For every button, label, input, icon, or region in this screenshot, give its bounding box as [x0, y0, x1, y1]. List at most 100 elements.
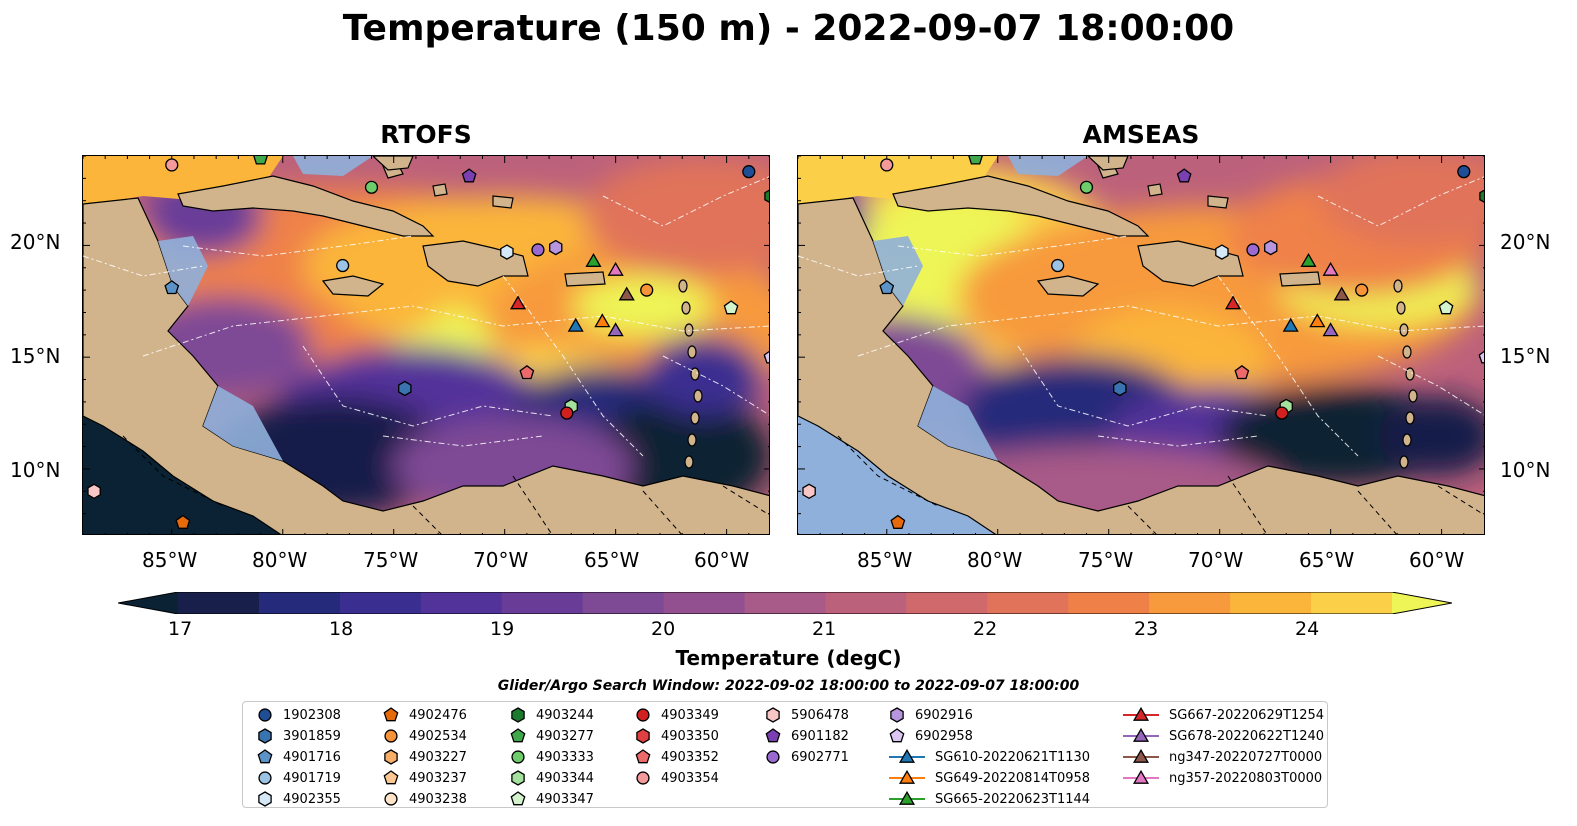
legend-marker-3901859 — [258, 728, 272, 744]
marker-6902771 — [1246, 243, 1260, 257]
legend-marker-4902355 — [258, 791, 272, 807]
colorbar-extend-high — [1392, 592, 1452, 614]
marker-4901716 — [879, 280, 895, 295]
lon-label-65w: 65°W — [1299, 548, 1355, 572]
marker-sg667-20220629t1254 — [509, 295, 527, 310]
observation-markers — [87, 156, 769, 529]
marker-4903277 — [253, 156, 268, 165]
marker-4901719 — [336, 258, 350, 273]
legend-marker-4901719 — [258, 771, 272, 785]
colorbar-segment — [178, 592, 260, 614]
legend-item: 6902958 — [889, 727, 973, 745]
legend-item: 4902355 — [257, 790, 341, 808]
legend-marker-4903349 — [636, 708, 650, 722]
marker-4903347 — [1438, 300, 1454, 315]
marker-sg665-20220623t1144 — [585, 253, 602, 267]
legend-label: 4903352 — [661, 749, 719, 765]
legend-marker-sg678-20220622t1240 — [1132, 727, 1150, 742]
legend-item: 4903344 — [510, 769, 594, 787]
legend-marker-4903347 — [510, 791, 526, 806]
marker-4903349 — [560, 406, 574, 420]
marker-4903244 — [764, 189, 769, 203]
legend: 1902308 3901859 4901716 4901719 4902355 49024… — [242, 701, 1328, 808]
legend-label: SG665-20220623T1144 — [935, 791, 1091, 807]
circle-marker-icon — [636, 708, 650, 722]
marker-sg649-20220814t0958 — [594, 313, 611, 328]
marker-sg678-20220622t1240 — [1322, 322, 1339, 337]
legend-label: 6902916 — [915, 707, 973, 723]
legend-label: 4903344 — [536, 770, 594, 786]
legend-label: SG610-20220621T1130 — [935, 749, 1091, 765]
lon-label-80w: 80°W — [967, 548, 1023, 572]
legend-label: 4901719 — [283, 770, 341, 786]
lat-label-left-10n: 10°N — [10, 458, 61, 482]
search-window-caption: Glider/Argo Search Window: 2022-09-02 18… — [497, 678, 1080, 694]
legend-marker-4903244 — [511, 707, 525, 723]
marker-1902308 — [1457, 165, 1471, 179]
legend-label: 6901182 — [791, 728, 849, 744]
colorbar-tick-24: 24 — [1295, 618, 1320, 640]
colorbar — [118, 592, 1452, 614]
legend-item: SG678-20220622T1240 — [1123, 727, 1324, 745]
colorbar-tick-23: 23 — [1134, 618, 1159, 640]
lon-label-80w: 80°W — [252, 548, 308, 572]
legend-label: 4901716 — [283, 749, 341, 765]
legend-marker-sg649-20220814t0958 — [898, 769, 916, 784]
legend-label: SG678-20220622T1240 — [1169, 728, 1325, 744]
marker-6901182 — [1176, 168, 1192, 183]
legend-marker-4903350 — [636, 728, 650, 744]
legend-marker-4903352 — [635, 749, 651, 764]
legend-item: 4903244 — [510, 706, 594, 724]
colorbar-label: Temperature (degC) — [675, 646, 902, 670]
marker-4902355 — [500, 244, 514, 260]
marker-6902916 — [549, 239, 563, 256]
pentagon-marker-icon — [510, 791, 526, 806]
legend-item: 4903277 — [510, 727, 594, 745]
legend-item: 4902534 — [383, 727, 467, 745]
legend-marker-4903277 — [510, 728, 526, 743]
lon-label-70w: 70°W — [1188, 548, 1244, 572]
colorbar-tick-18: 18 — [329, 618, 354, 640]
colorbar-segment — [1230, 592, 1312, 614]
legend-label: 4903227 — [409, 749, 467, 765]
legend-marker-4903344 — [511, 770, 525, 786]
colorbar-segment — [744, 592, 827, 614]
hexagon-marker-icon — [511, 770, 525, 786]
marker-3901859 — [1113, 380, 1127, 397]
legend-label: SG649-20220814T0958 — [935, 770, 1091, 786]
legend-item: SG667-20220629T1254 — [1123, 706, 1324, 724]
marker-ng357-20220803t0000 — [1322, 261, 1339, 276]
hexagon-marker-icon — [890, 707, 904, 723]
lon-label-60w: 60°W — [694, 548, 750, 572]
legend-marker-4903333 — [511, 750, 525, 764]
colorbar-tick-21: 21 — [812, 618, 837, 640]
marker-4903333 — [364, 180, 379, 194]
legend-marker-4903354 — [636, 771, 650, 785]
marker-5906478 — [87, 483, 101, 500]
marker-4903277 — [968, 156, 983, 165]
colorbar-tick-22: 22 — [973, 618, 998, 640]
legend-label: 3901859 — [283, 728, 341, 744]
pentagon-marker-icon — [510, 728, 526, 743]
legend-marker-6902916 — [890, 707, 904, 723]
legend-marker-6902771 — [766, 750, 780, 764]
marker-4903354 — [880, 158, 894, 172]
legend-item: 4903238 — [383, 790, 467, 808]
colorbar-segment — [501, 592, 584, 614]
legend-item: 1902308 — [257, 706, 341, 724]
lon-label-60w: 60°W — [1409, 548, 1465, 572]
legend-item: 4902476 — [383, 706, 467, 724]
marker-4901719 — [1051, 258, 1065, 273]
legend-marker-5906478 — [766, 707, 780, 723]
hexagon-marker-icon — [636, 728, 650, 744]
legend-label: 5906478 — [791, 707, 849, 723]
legend-item: 5906478 — [765, 706, 849, 724]
legend-label: 4902355 — [283, 791, 341, 807]
legend-label: ng347-20220727T0000 — [1169, 749, 1323, 765]
colorbar-segment — [825, 592, 907, 614]
legend-item: SG649-20220814T0958 — [889, 769, 1090, 787]
hexagon-marker-icon — [258, 791, 272, 807]
legend-item: ng357-20220803T0000 — [1123, 769, 1322, 787]
legend-item: ng347-20220727T0000 — [1123, 748, 1322, 766]
marker-6902958 — [763, 350, 769, 364]
